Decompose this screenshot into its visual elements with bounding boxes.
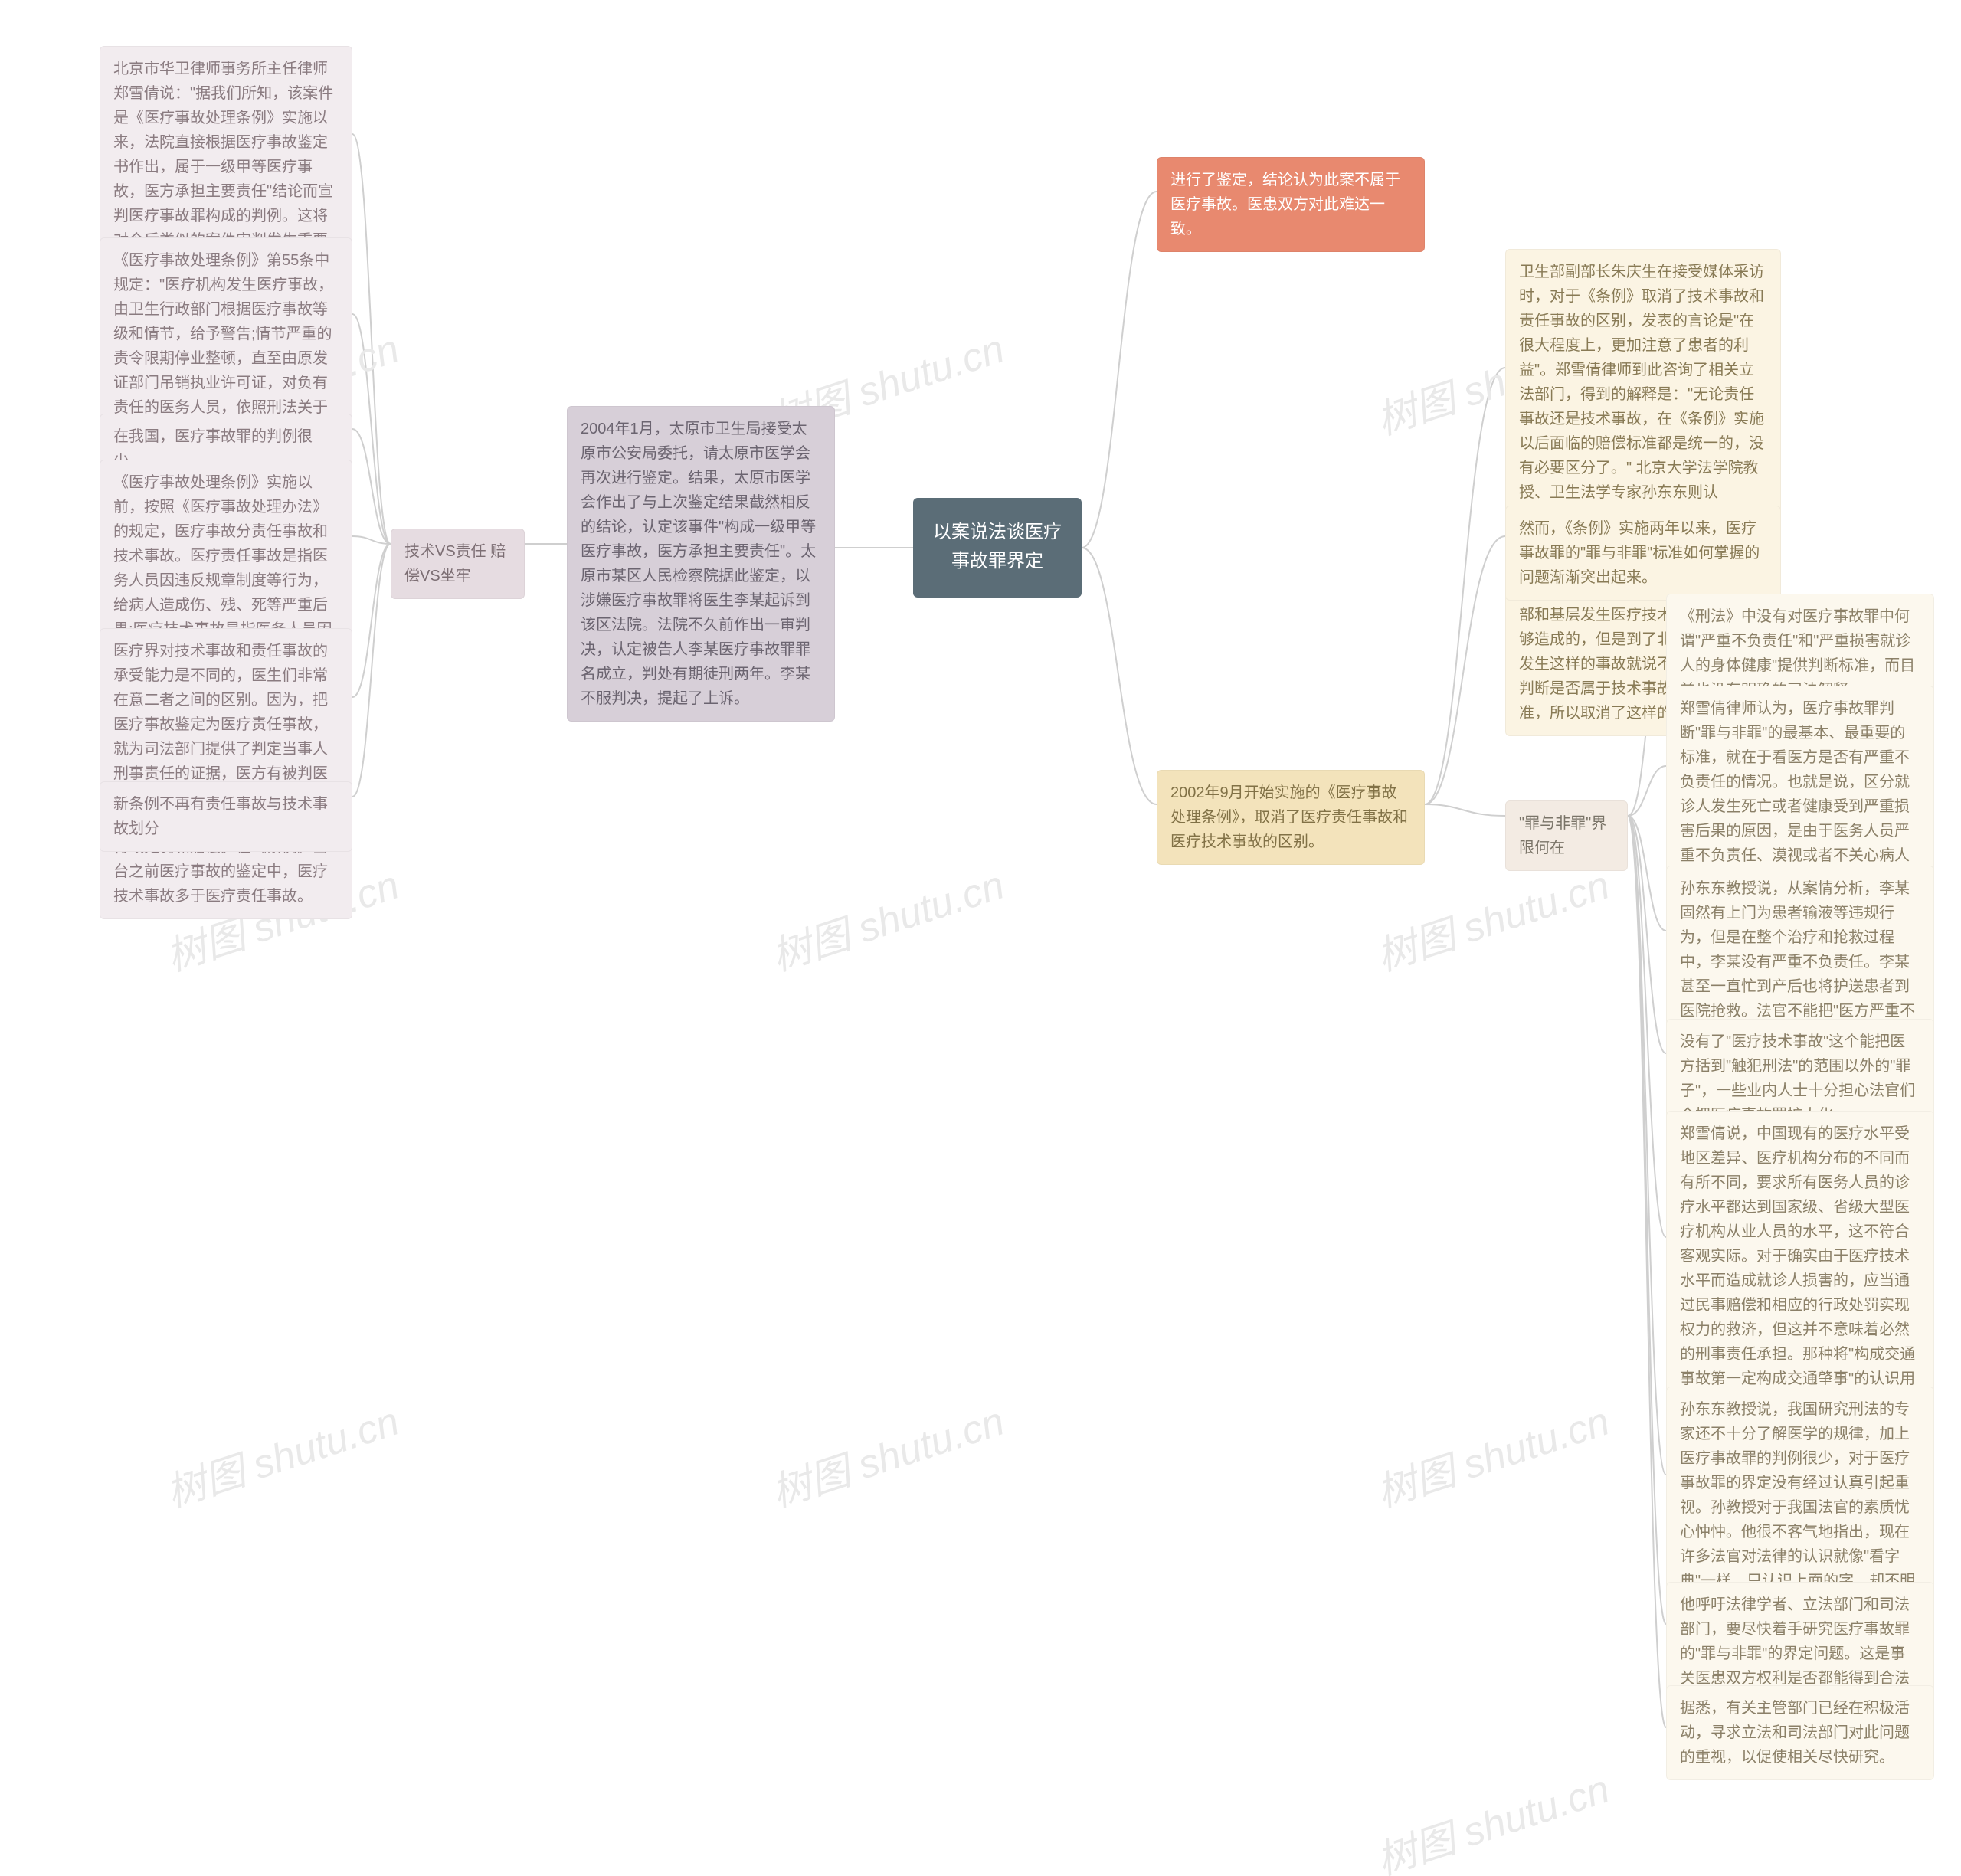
watermark: 树图 shutu.cn xyxy=(763,853,1010,982)
left-branch-tech-vs-duty: 技术VS责任 赔偿VS坐牢 xyxy=(391,529,525,599)
watermark: 树图 shutu.cn xyxy=(158,1389,405,1518)
center-node: 以案说法谈医疗事故罪界定 xyxy=(913,498,1082,598)
right-node-2002-regulation: 2002年9月开始实施的《医疗事故处理条例》，取消了医疗责任事故和医疗技术事故的… xyxy=(1157,770,1425,865)
watermark: 树图 shutu.cn xyxy=(1368,853,1616,982)
right-subhead-crime-boundary: "罪与非罪"界限何在 xyxy=(1505,800,1628,871)
left-branch-case-summary: 2004年1月，太原市卫生局接受太原市公安局委托，请太原市医学会再次进行鉴定。结… xyxy=(567,406,835,722)
mindmap-canvas: 树图 shutu.cn 树图 shutu.cn 树图 shutu.cn 树图 shut… xyxy=(0,0,1961,1876)
right-crime-leaf: 据悉，有关主管部门已经在积极活动，寻求立法和司法部门对此问题的重视，以促使相关尽… xyxy=(1666,1685,1934,1780)
watermark: 树图 shutu.cn xyxy=(1368,1756,1616,1876)
right-node-appraisal: 进行了鉴定，结论认为此案不属于医疗事故。医患双方对此难达一致。 xyxy=(1157,157,1425,252)
left-leaf: 医疗界对技术事故和责任事故的承受能力是不同的，医生们非常在意二者之间的区别。因为… xyxy=(100,628,352,919)
left-leaf: 新条例不再有责任事故与技术事故划分 xyxy=(100,781,352,852)
watermark: 树图 shutu.cn xyxy=(763,1389,1010,1518)
watermark: 树图 shutu.cn xyxy=(1368,1389,1616,1518)
right-node-two-years: 然而，《条例》实施两年以来，医疗事故罪的"罪与非罪"标准如何掌握的问题渐渐突出起… xyxy=(1505,506,1781,601)
